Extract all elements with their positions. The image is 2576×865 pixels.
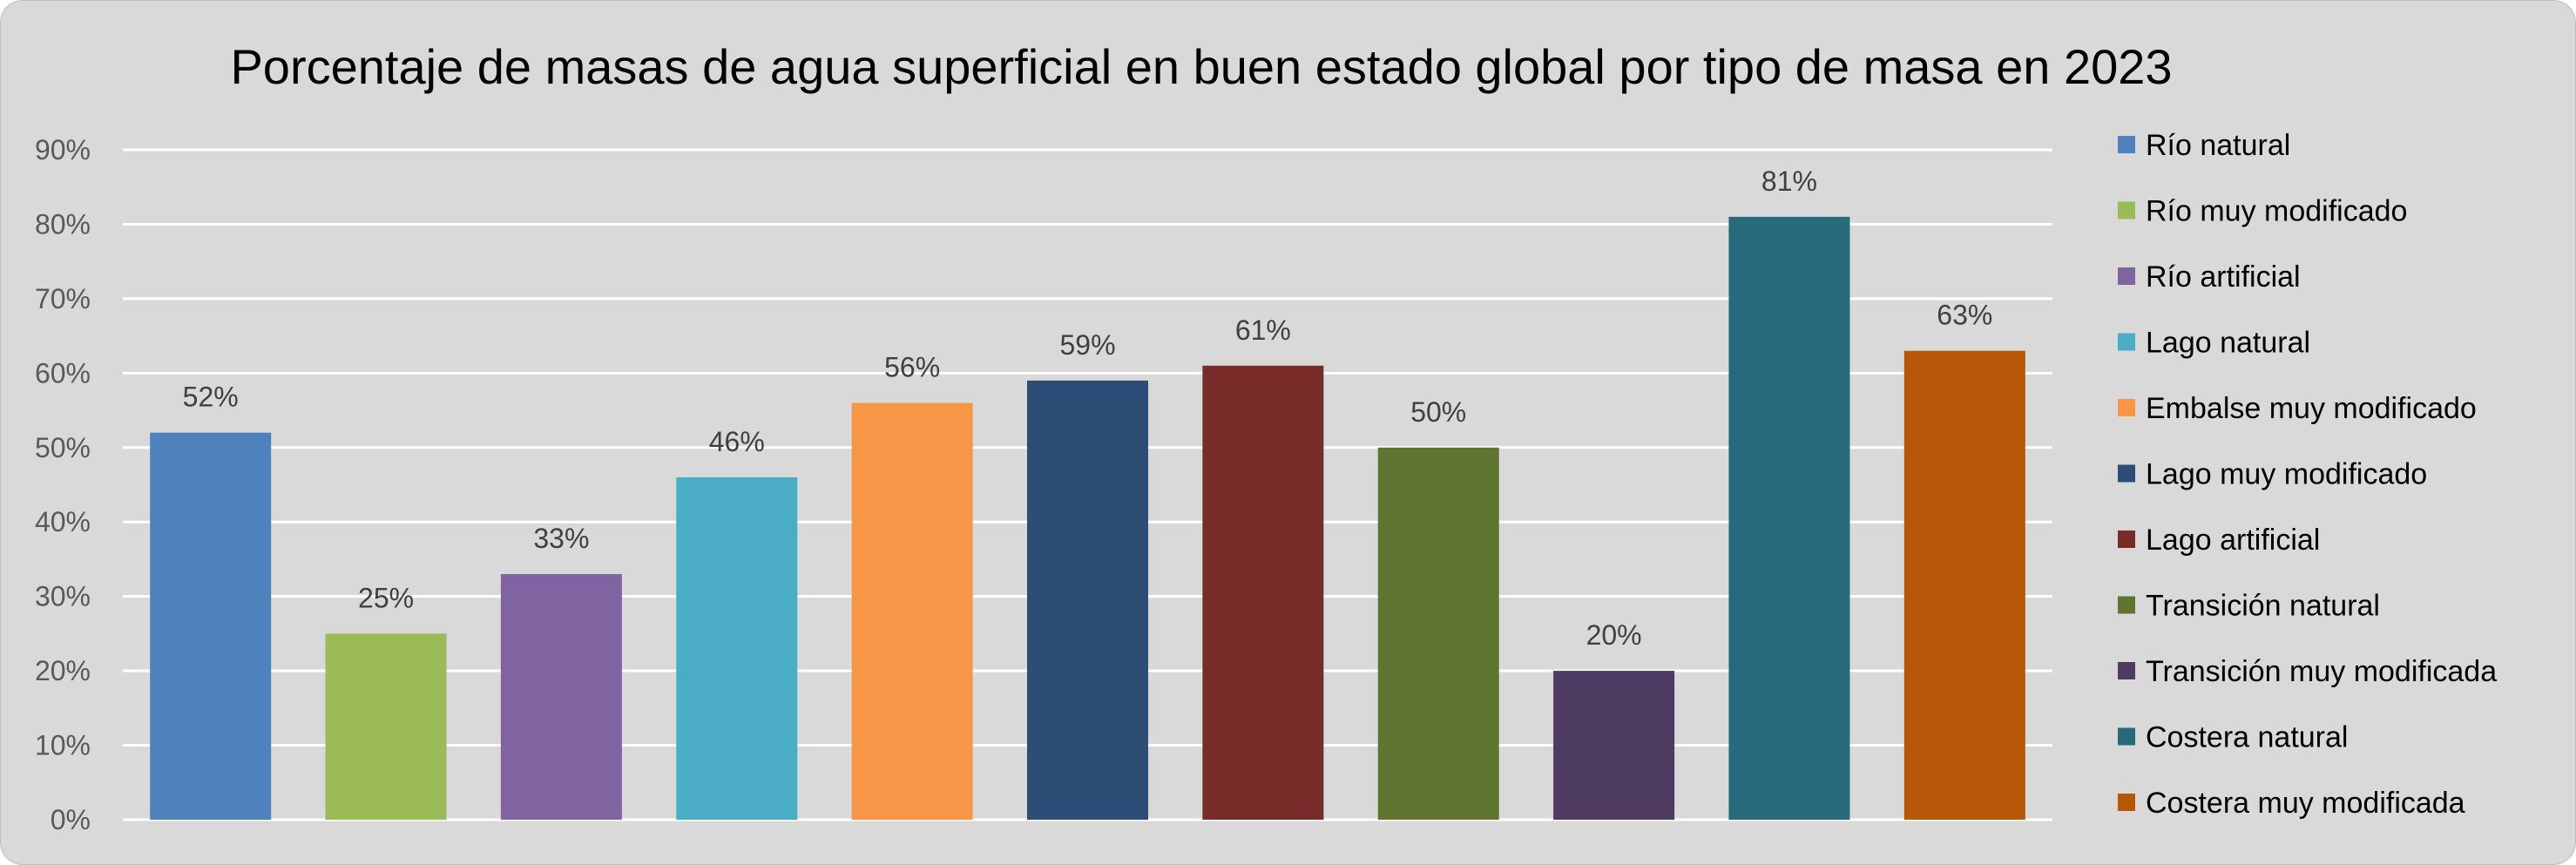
data-label: 50% [1410, 396, 1466, 428]
data-label: 81% [1761, 166, 1817, 197]
bar [1027, 380, 1148, 820]
chart-title: Porcentaje de masas de agua superficial … [230, 39, 2172, 94]
data-label: 61% [1235, 314, 1291, 346]
y-tick-label: 60% [35, 357, 91, 389]
legend-entry: Costera natural [2146, 721, 2348, 754]
legend-swatch [2118, 662, 2135, 679]
y-tick-label: 40% [35, 506, 91, 537]
legend-entry: Costera muy modificada [2146, 787, 2465, 820]
legend-entry: Río artificial [2146, 260, 2301, 294]
legend-entry: Transición natural [2146, 590, 2380, 623]
data-label: 33% [533, 523, 589, 554]
data-label: 56% [884, 352, 940, 383]
data-label: 25% [358, 582, 414, 613]
bar [150, 432, 272, 820]
legend-swatch [2118, 267, 2135, 285]
legend-swatch [2118, 596, 2135, 614]
y-tick-label: 30% [35, 581, 91, 612]
y-tick-label: 90% [35, 134, 91, 166]
bar [1903, 350, 2025, 820]
legend-swatch [2118, 727, 2135, 746]
legend-entry: Río muy modificado [2146, 195, 2407, 228]
y-tick-label: 20% [35, 655, 91, 686]
legend-swatch [2118, 464, 2135, 483]
bar [1553, 671, 1675, 820]
legend-entry: Lago natural [2146, 327, 2310, 360]
legend-swatch [2118, 333, 2135, 351]
data-label: 59% [1059, 329, 1115, 361]
y-tick-label: 10% [35, 730, 91, 761]
y-tick-label: 0% [51, 804, 91, 835]
bar [851, 402, 973, 820]
y-tick-label: 70% [35, 283, 91, 314]
legend-entry: Lago artificial [2146, 524, 2320, 557]
legend: Río natural Río muy modificado Río artific… [2118, 129, 2497, 820]
data-label: 46% [709, 426, 765, 457]
bar [676, 476, 798, 820]
y-tick-label: 50% [35, 432, 91, 463]
legend-swatch [2118, 201, 2135, 220]
bar [325, 633, 447, 820]
legend-swatch [2118, 530, 2135, 548]
legend-entry: Transición muy modificada [2146, 655, 2497, 688]
legend-entry: Lago muy modificado [2146, 458, 2427, 491]
legend-swatch [2118, 136, 2135, 153]
bar [1728, 216, 1850, 820]
bar [1377, 447, 1499, 820]
data-label: 63% [1937, 300, 1992, 331]
bar [500, 574, 622, 820]
bars [150, 216, 2025, 820]
legend-swatch [2118, 399, 2135, 416]
bar [1202, 365, 1324, 820]
y-tick-label: 80% [35, 208, 91, 240]
data-label: 20% [1586, 619, 1642, 651]
legend-entry: Río natural [2146, 129, 2290, 162]
y-axis-tick-labels: 0% 10% 20% 30% 40% 50% 60% 70% 80% 90% [35, 134, 91, 835]
legend-swatch [2118, 794, 2135, 811]
data-label: 52% [183, 382, 239, 413]
data-labels: 52% 25% 33% 46% 56% 59% 61% 50% 20% 81% 63% [183, 166, 1993, 651]
legend-entry: Embalse muy modificado [2146, 392, 2477, 425]
